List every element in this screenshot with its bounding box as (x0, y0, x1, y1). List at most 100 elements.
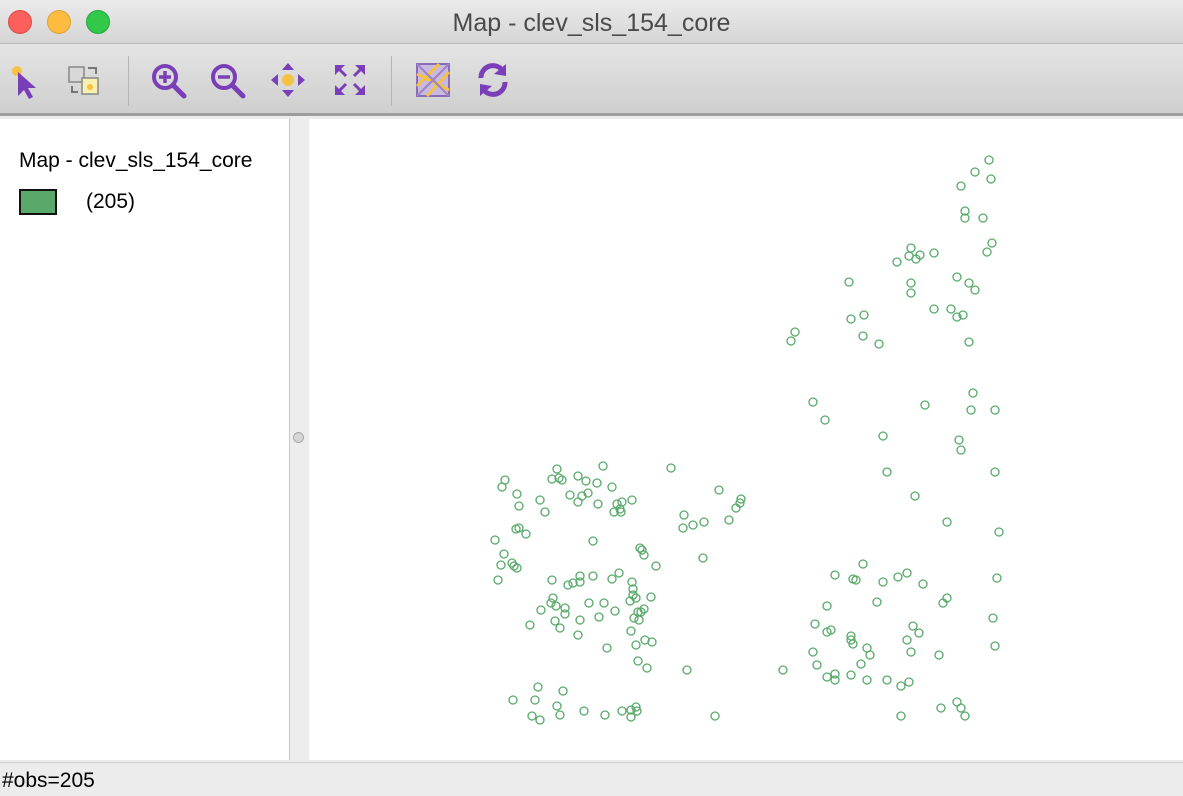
map-point[interactable] (952, 272, 962, 282)
map-point[interactable] (584, 598, 594, 608)
map-point[interactable] (893, 572, 903, 582)
map-point[interactable] (547, 474, 557, 484)
map-point[interactable] (607, 574, 617, 584)
map-point[interactable] (942, 517, 952, 527)
map-point[interactable] (646, 592, 656, 602)
map-point[interactable] (558, 686, 568, 696)
map-point[interactable] (514, 501, 524, 511)
map-point[interactable] (906, 278, 916, 288)
map-point[interactable] (497, 482, 507, 492)
panel-splitter[interactable] (290, 119, 309, 760)
map-point[interactable] (988, 613, 998, 623)
map-point[interactable] (533, 682, 543, 692)
map-point[interactable] (583, 488, 593, 498)
map-point[interactable] (964, 278, 974, 288)
map-point[interactable] (698, 553, 708, 563)
map-point[interactable] (525, 620, 535, 630)
map-point[interactable] (546, 598, 556, 608)
map-point[interactable] (942, 593, 952, 603)
map-point[interactable] (560, 609, 570, 619)
map-point[interactable] (826, 625, 836, 635)
map-point[interactable] (631, 702, 641, 712)
map-point[interactable] (602, 643, 612, 653)
map-point[interactable] (598, 461, 608, 471)
map-point[interactable] (535, 715, 545, 725)
map-point[interactable] (896, 681, 906, 691)
map-point[interactable] (882, 675, 892, 685)
map-point[interactable] (990, 641, 1000, 651)
map-point[interactable] (666, 463, 676, 473)
map-point[interactable] (627, 495, 637, 505)
map-point[interactable] (634, 615, 644, 625)
map-point[interactable] (934, 650, 944, 660)
map-point[interactable] (946, 304, 956, 314)
map-point[interactable] (514, 523, 524, 533)
map-point[interactable] (920, 400, 930, 410)
map-point[interactable] (846, 670, 856, 680)
map-point[interactable] (992, 573, 1002, 583)
map-point[interactable] (892, 257, 902, 267)
map-point[interactable] (493, 575, 503, 585)
map-point[interactable] (958, 310, 968, 320)
map-point[interactable] (714, 485, 724, 495)
selection-shape-button[interactable] (64, 60, 104, 100)
map-point[interactable] (990, 405, 1000, 415)
map-point[interactable] (848, 639, 858, 649)
zoom-out-button[interactable] (207, 60, 247, 100)
pan-button[interactable] (268, 60, 308, 100)
map-point[interactable] (651, 561, 661, 571)
map-point[interactable] (592, 478, 602, 488)
map-point[interactable] (607, 482, 617, 492)
map-point[interactable] (902, 635, 912, 645)
map-point[interactable] (512, 489, 522, 499)
map-point[interactable] (878, 577, 888, 587)
full-extent-button[interactable] (330, 60, 370, 100)
map-point[interactable] (987, 238, 997, 248)
refresh-button[interactable] (473, 60, 513, 100)
map-point[interactable] (527, 711, 537, 721)
map-point[interactable] (846, 314, 856, 324)
map-point[interactable] (812, 660, 822, 670)
map-point[interactable] (550, 616, 560, 626)
map-point[interactable] (844, 277, 854, 287)
map-point[interactable] (557, 475, 567, 485)
map-point[interactable] (555, 623, 565, 633)
map-point[interactable] (830, 570, 840, 580)
map-point[interactable] (626, 712, 636, 722)
map-point[interactable] (994, 527, 1004, 537)
map-point[interactable] (710, 711, 720, 721)
map-point[interactable] (575, 577, 585, 587)
map-point[interactable] (678, 523, 688, 533)
map-point[interactable] (960, 206, 970, 216)
map-point[interactable] (966, 405, 976, 415)
map-point[interactable] (560, 603, 570, 613)
map-point[interactable] (936, 703, 946, 713)
map-point[interactable] (639, 550, 649, 560)
map-point[interactable] (530, 695, 540, 705)
map-point[interactable] (627, 577, 637, 587)
map-point[interactable] (731, 503, 741, 513)
map-point[interactable] (830, 669, 840, 679)
map-point[interactable] (906, 288, 916, 298)
map-point[interactable] (822, 601, 832, 611)
map-point[interactable] (547, 575, 557, 585)
map-point[interactable] (552, 701, 562, 711)
map-point[interactable] (579, 706, 589, 716)
map-point[interactable] (956, 445, 966, 455)
map-point[interactable] (810, 619, 820, 629)
map-point[interactable] (540, 507, 550, 517)
map-point[interactable] (633, 656, 643, 666)
map-point[interactable] (647, 637, 657, 647)
map-point[interactable] (970, 167, 980, 177)
basemap-button[interactable] (413, 60, 453, 100)
map-point[interactable] (551, 601, 561, 611)
map-point[interactable] (808, 397, 818, 407)
map-point[interactable] (872, 597, 882, 607)
map-point[interactable] (902, 568, 912, 578)
map-point[interactable] (610, 606, 620, 616)
map-point[interactable] (778, 665, 788, 675)
map-point[interactable] (616, 507, 626, 517)
map-point[interactable] (555, 710, 565, 720)
map-point[interactable] (929, 248, 939, 258)
map-canvas[interactable] (309, 119, 1183, 760)
